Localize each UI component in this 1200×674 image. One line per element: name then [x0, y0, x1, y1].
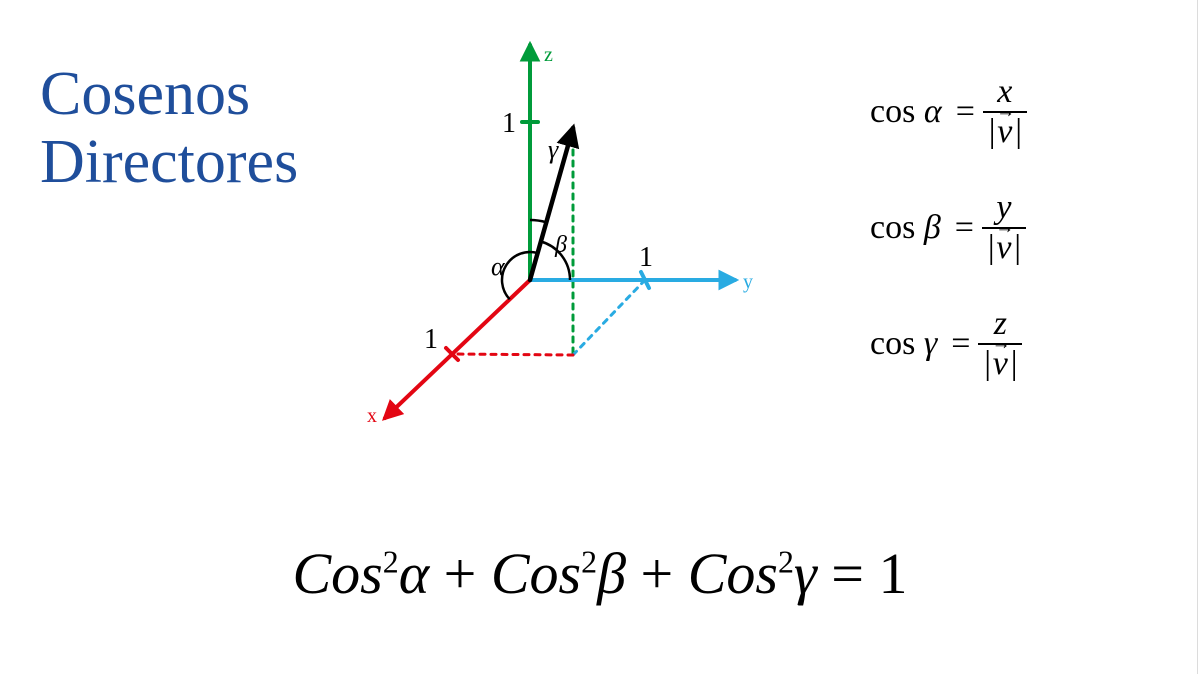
angle-alpha: α [924, 93, 942, 130]
svg-text:y: y [743, 271, 753, 293]
equals-sign: = [948, 95, 983, 129]
denominator: |v| [982, 227, 1026, 265]
denominator: |v| [978, 343, 1022, 381]
plus-sign: + [444, 541, 491, 606]
fraction: x |v| [983, 75, 1027, 149]
formula-list: cos α = x |v| cos β = y |v| cos γ = z |v… [870, 75, 1027, 423]
angle-beta: β [924, 209, 941, 246]
exponent: 2 [581, 545, 597, 580]
svg-text:x: x [367, 405, 377, 427]
svg-text:1: 1 [502, 108, 516, 139]
svg-text:z: z [544, 44, 553, 66]
svg-text:γ: γ [548, 135, 559, 164]
angle-gamma: γ [794, 541, 817, 606]
exponent: 2 [383, 545, 399, 580]
cos-word: Cos [292, 541, 382, 606]
formula-cos-gamma: cos γ = z |v| [870, 307, 1027, 381]
pythagorean-identity: Cos2α + Cos2β + Cos2γ = 1 [0, 540, 1200, 607]
formula-cos-beta: cos β = y |v| [870, 191, 1027, 265]
denominator: |v| [983, 111, 1027, 149]
svg-text:β: β [554, 232, 567, 258]
svg-text:1: 1 [639, 242, 653, 273]
angle-alpha: α [399, 541, 429, 606]
fraction: z |v| [978, 307, 1022, 381]
fraction: y |v| [982, 191, 1026, 265]
angle-gamma: γ [924, 325, 937, 362]
exponent: 2 [778, 545, 794, 580]
direction-cosines-diagram: z y x 1 1 1 α β γ [355, 20, 775, 450]
rhs-one: 1 [879, 541, 908, 606]
equals-sign: = [943, 327, 978, 361]
equals-sign: = [947, 211, 982, 245]
svg-text:α: α [491, 252, 506, 281]
cos-word: cos [870, 325, 915, 362]
slide-right-edge [1197, 0, 1198, 674]
cos-word: cos [870, 209, 915, 246]
cos-word: Cos [688, 541, 778, 606]
cos-word: cos [870, 93, 915, 130]
angle-beta: β [597, 541, 626, 606]
plus-sign: + [640, 541, 687, 606]
cos-word: Cos [491, 541, 581, 606]
formula-cos-alpha: cos α = x |v| [870, 75, 1027, 149]
equals-sign: = [831, 541, 878, 606]
svg-text:1: 1 [424, 324, 438, 355]
page-title: Cosenos Directores [40, 60, 298, 196]
